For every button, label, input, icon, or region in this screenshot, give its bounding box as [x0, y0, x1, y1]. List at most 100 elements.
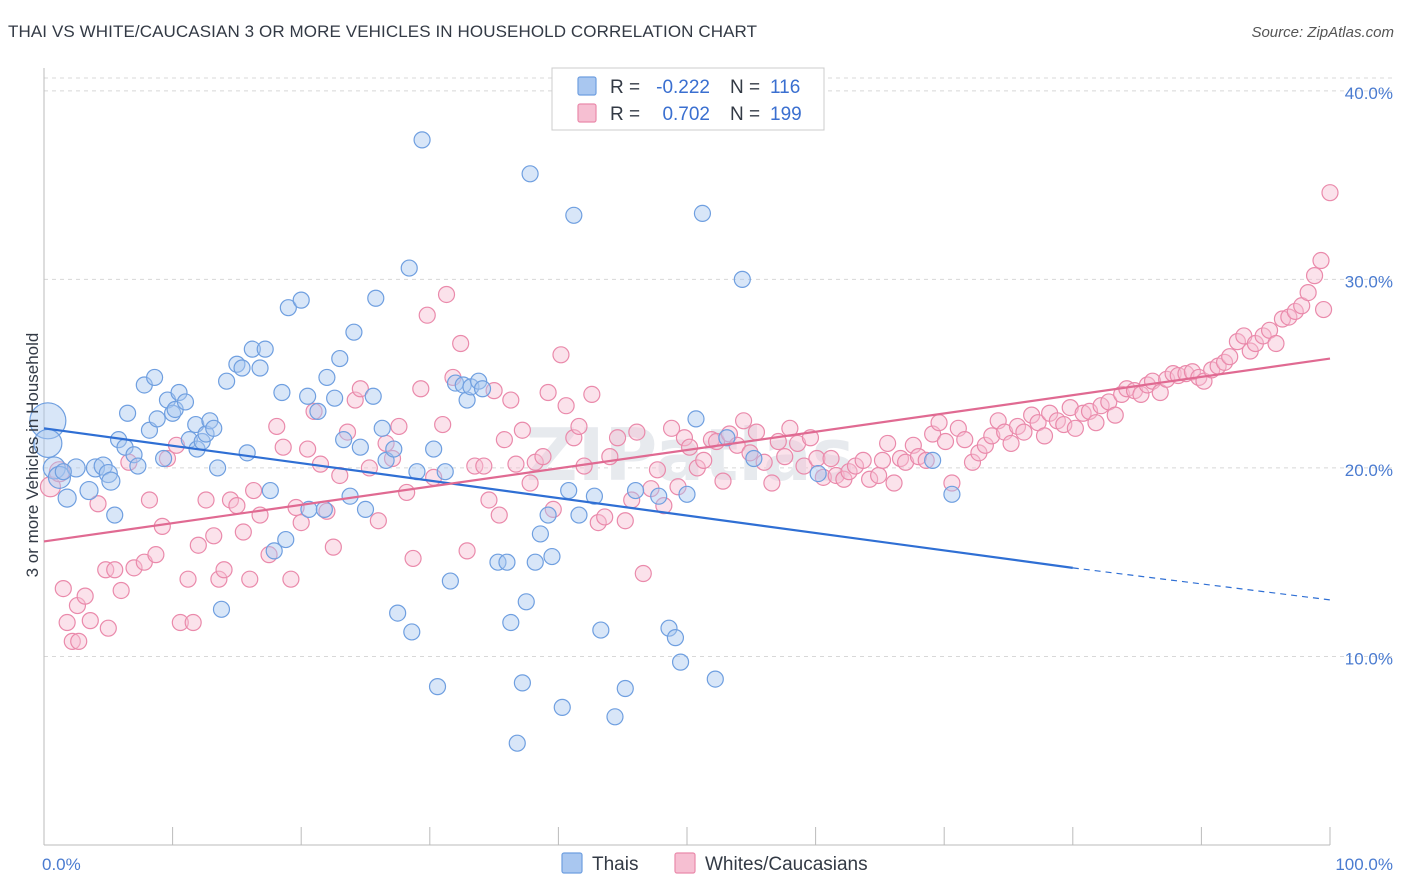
white-point-49	[346, 391, 364, 409]
thai-point-84	[502, 613, 520, 632]
thai-point-17	[129, 457, 147, 475]
x-tick-label-0: 0.0%	[42, 855, 81, 874]
thai-point-81	[473, 380, 492, 398]
white-point-27	[205, 527, 223, 545]
thai-point-61	[356, 500, 375, 519]
legend-n-label-thai: N =	[730, 77, 760, 98]
white-point-12	[106, 561, 124, 579]
thai-point-71	[413, 131, 431, 149]
thai-point-3	[47, 465, 72, 489]
thai-point-55	[326, 389, 344, 407]
thai-point-22	[154, 449, 173, 468]
white-point-23	[179, 570, 197, 588]
white-point-121	[822, 449, 840, 468]
thai-point-73	[428, 678, 447, 696]
bottom-legend-swatch-white	[674, 852, 696, 874]
legend-r-value-thai: -0.222	[656, 77, 710, 98]
y-tick-label-1: 20.0%	[1345, 461, 1393, 480]
white-point-31	[228, 497, 246, 515]
bottom-legend: Thais Whites/Caucasians	[561, 852, 868, 875]
legend-box: R = -0.222 N = 116 R = 0.702 N = 199	[551, 67, 825, 131]
white-point-93	[634, 564, 652, 583]
white-point-102	[695, 451, 713, 469]
white-point-67	[475, 457, 493, 475]
y-axis-label: 3 or more Vehicles in Household	[23, 333, 42, 578]
white-point-108	[734, 412, 753, 430]
trend-line-thai-extension	[1072, 567, 1331, 601]
white-point-131	[885, 474, 903, 492]
thai-point-112	[745, 449, 763, 468]
white-point-73	[507, 455, 525, 473]
legend-swatch-thai	[577, 76, 597, 96]
legend-r-label-white: R =	[610, 104, 640, 125]
white-point-52	[369, 512, 387, 530]
white-point-43	[305, 402, 323, 420]
white-point-127	[861, 470, 879, 488]
thai-point-83	[498, 553, 516, 571]
thai-point-12	[106, 506, 124, 524]
legend-r-value-white: 0.702	[662, 104, 710, 125]
thai-point-26	[170, 383, 188, 402]
thai-point-62	[364, 387, 382, 405]
white-point-39	[282, 570, 300, 588]
white-point-6	[70, 632, 88, 650]
white-point-20	[158, 449, 177, 468]
white-point-199	[1314, 300, 1333, 319]
white-point-196	[1305, 267, 1324, 285]
white-point-38	[274, 438, 292, 456]
white-point-89	[608, 429, 627, 447]
white-point-110	[747, 423, 766, 441]
series-white-points	[39, 184, 1339, 650]
thai-point-108	[693, 204, 712, 223]
white-point-96	[655, 497, 673, 515]
white-point-151	[1015, 423, 1033, 441]
bottom-legend-label-white: Whites/Caucasians	[705, 854, 868, 875]
white-point-28	[210, 570, 228, 588]
white-point-65	[458, 542, 476, 560]
thai-point-93	[553, 698, 571, 716]
white-point-119	[808, 449, 826, 468]
white-point-162	[1087, 414, 1105, 432]
white-point-142	[956, 431, 974, 449]
white-point-33	[241, 570, 259, 588]
white-point-149	[1002, 434, 1020, 453]
white-point-64	[452, 334, 470, 353]
thai-point-64	[373, 419, 391, 437]
thai-point-47	[277, 530, 295, 549]
thai-point-99	[606, 708, 624, 726]
white-point-72	[502, 391, 520, 409]
white-point-100	[680, 438, 699, 456]
white-point-26	[197, 491, 215, 509]
thai-point-44	[261, 481, 279, 500]
thai-point-43	[256, 340, 274, 358]
white-point-61	[434, 415, 452, 434]
thai-point-69	[403, 623, 421, 641]
white-point-22	[171, 613, 189, 632]
thai-point-41	[243, 340, 261, 358]
thai-point-86	[513, 674, 531, 692]
thai-point-7	[54, 463, 72, 481]
thai-point-96	[570, 506, 588, 524]
series-thai-points	[29, 131, 961, 752]
white-point-41	[292, 514, 310, 532]
thai-point-16	[125, 446, 143, 464]
y-tick-label-3: 40.0%	[1345, 84, 1393, 103]
white-point-82	[565, 429, 583, 447]
thai-point-100	[616, 679, 634, 698]
thai-point-90	[531, 525, 549, 543]
thai-point-104	[666, 629, 685, 647]
white-point-37	[268, 417, 286, 436]
thai-point-87	[517, 593, 535, 611]
white-point-111	[755, 453, 773, 471]
trend-line-white	[43, 357, 1331, 543]
thai-point-56	[331, 349, 349, 368]
white-point-99	[675, 429, 694, 447]
white-point-66	[466, 457, 484, 475]
white-point-2	[54, 579, 72, 598]
white-point-50	[351, 380, 369, 398]
thai-point-45	[265, 542, 283, 560]
thai-point-49	[292, 291, 310, 309]
thai-point-114	[924, 451, 942, 469]
white-point-190	[1267, 334, 1285, 353]
